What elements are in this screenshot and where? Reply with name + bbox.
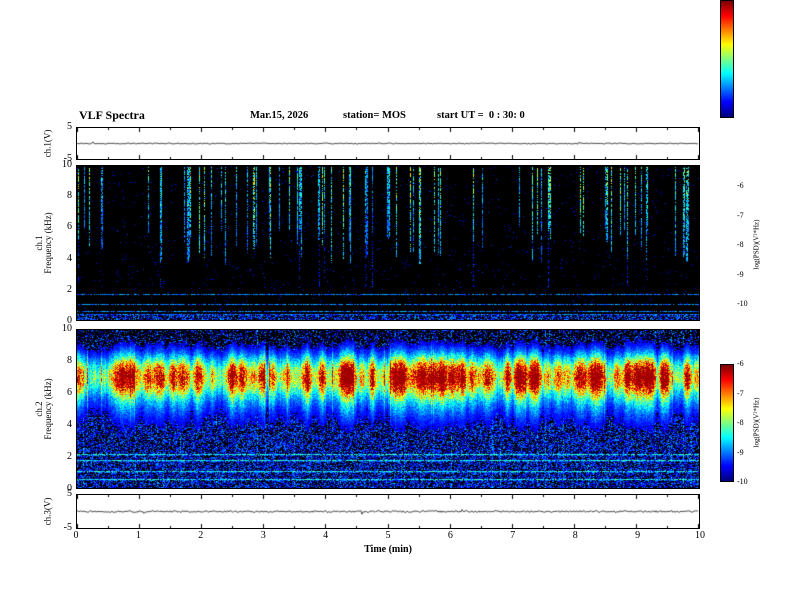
x-tick-label: 9 <box>635 530 641 541</box>
y-tick-label: 4 <box>67 252 72 264</box>
ch2-frequency-axis-label: ch.2 Frequency (kHz) <box>34 359 53 459</box>
colorbar-tick-label: -9 <box>737 269 744 279</box>
ch1-spectrogram-panel <box>76 165 700 321</box>
x-tick-label: 3 <box>260 530 266 541</box>
y-tick-label: 10 <box>62 323 72 334</box>
y-tick-label: 0 <box>67 483 72 494</box>
y-tick-label: 2 <box>67 451 72 462</box>
x-tick-label: 8 <box>572 530 578 541</box>
ch2-spectrogram-canvas <box>77 330 699 488</box>
x-tick-label: 1 <box>135 530 141 541</box>
y-tick-label: 0 <box>67 315 72 326</box>
ch1-colorbar <box>720 0 734 118</box>
colorbar-tick-label: -7 <box>737 388 744 398</box>
y-tick-label: 5 <box>67 121 72 132</box>
x-axis-label: Time (min) <box>364 544 412 555</box>
ch3-waveform-panel <box>76 494 700 529</box>
ch1-spectrogram-canvas <box>77 166 699 320</box>
colorbar-tick-label: -7 <box>737 210 744 220</box>
colorbar-tick-label: -10 <box>737 299 748 308</box>
y-tick-label: 6 <box>67 387 72 398</box>
ch3-waveform-canvas <box>77 495 699 528</box>
ch1-frequency-axis-label: ch.1 Frequency (kHz) <box>34 193 53 293</box>
ch1-waveform-panel <box>76 127 700 160</box>
ch1-waveform-canvas <box>77 128 699 159</box>
ch2-colorbar <box>720 364 734 482</box>
y-tick-label: 2 <box>67 283 72 295</box>
x-tick-label: 6 <box>447 530 453 541</box>
y-tick-label: -5 <box>63 153 72 164</box>
y-tick-label: 8 <box>67 355 72 366</box>
colorbar-tick-label: -6 <box>737 359 744 368</box>
y-tick-label: -5 <box>63 522 72 533</box>
y-tick-label: 10 <box>62 159 72 170</box>
plot-station: station= MOS <box>343 110 406 121</box>
colorbar-tick-label: -8 <box>737 418 744 427</box>
y-tick-label: 4 <box>67 419 72 430</box>
colorbar-tick-label: -6 <box>737 181 744 190</box>
plot-start-ut: start UT = 0 : 30: 0 <box>437 110 525 121</box>
ch2-colorbar-canvas <box>721 365 733 481</box>
x-tick-label: 0 <box>73 530 79 541</box>
x-tick-label: 7 <box>510 530 516 541</box>
x-tick-label: 5 <box>385 530 391 541</box>
x-tick-label: 2 <box>198 530 204 541</box>
x-tick-label: 10 <box>695 530 705 541</box>
plot-title: VLF Spectra <box>79 108 145 122</box>
colorbar-tick-label: -8 <box>737 240 744 249</box>
y-tick-label: 5 <box>67 488 72 499</box>
y-tick-label: 8 <box>67 190 72 202</box>
ch2-spectrogram-panel <box>76 329 700 489</box>
x-tick-label: 4 <box>323 530 329 541</box>
y-tick-label: 6 <box>67 221 72 233</box>
ch1-colorbar-canvas <box>721 1 733 117</box>
colorbar-tick-label: -9 <box>737 447 744 457</box>
colorbar-tick-label: -10 <box>737 477 748 486</box>
plot-date: Mar.15, 2026 <box>250 110 309 121</box>
